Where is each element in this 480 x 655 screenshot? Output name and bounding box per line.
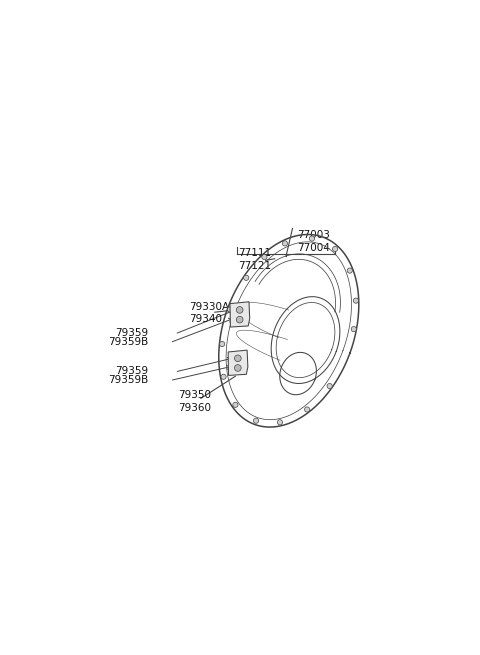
Circle shape [277,420,283,425]
Circle shape [353,298,359,303]
Circle shape [228,307,233,312]
Circle shape [244,275,249,280]
Circle shape [262,254,267,259]
Circle shape [236,307,243,313]
Text: 79359: 79359 [115,366,148,376]
Circle shape [309,236,314,241]
Circle shape [327,384,332,388]
Text: 79350
79360: 79350 79360 [178,390,211,413]
Circle shape [347,268,352,273]
Circle shape [233,402,238,407]
Polygon shape [230,302,250,327]
Text: 79330A
79340: 79330A 79340 [190,302,229,324]
Circle shape [351,326,357,331]
Text: 79359B: 79359B [108,375,149,385]
Circle shape [236,316,243,323]
Circle shape [221,374,226,379]
Circle shape [253,418,259,423]
Text: 79359: 79359 [115,328,148,338]
Circle shape [219,341,225,346]
Circle shape [234,365,241,371]
Circle shape [234,355,241,362]
Polygon shape [228,350,248,375]
Text: 77111
77121: 77111 77121 [238,248,271,271]
Text: 77003
77004: 77003 77004 [297,231,330,253]
Circle shape [282,241,288,246]
Text: 79359B: 79359B [108,337,149,347]
Circle shape [333,246,338,252]
Circle shape [304,407,310,412]
